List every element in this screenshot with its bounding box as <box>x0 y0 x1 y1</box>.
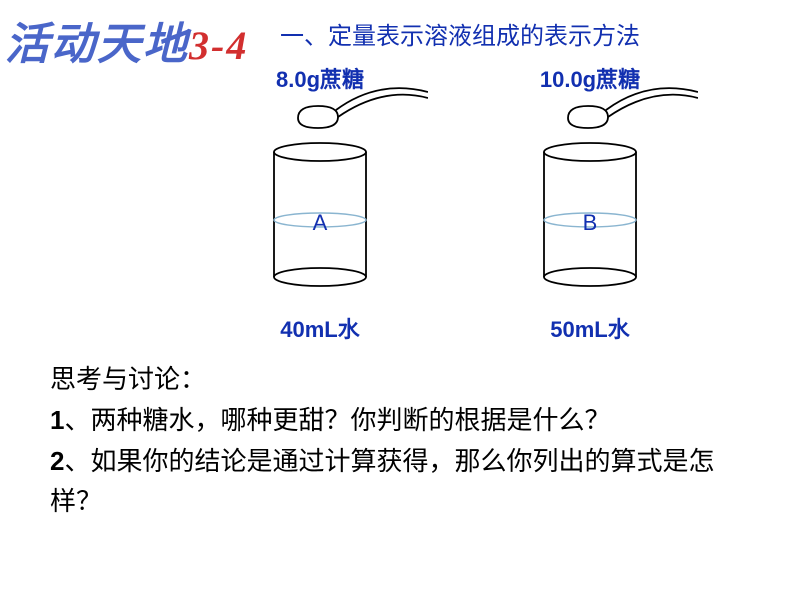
q1-text: 、两种糖水，哪种更甜？你判断的根据是什么？ <box>64 406 610 435</box>
q2-text: 、如果你的结论是通过计算获得，那么你列出的算式是怎样？ <box>50 447 714 516</box>
discussion-q2: 2、如果你的结论是通过计算获得，那么你列出的算式是怎样？ <box>50 441 754 522</box>
beaker-letter-b: B <box>480 210 700 236</box>
spoon-icon-a <box>278 84 428 134</box>
q1-number: 1 <box>50 405 64 435</box>
subtitle: 一、定量表示溶液组成的表示方法 <box>280 16 640 51</box>
q2-number: 2 <box>50 446 64 476</box>
discussion-heading: 思考与讨论： <box>50 360 754 400</box>
beaker-letter-a: A <box>210 210 430 236</box>
water-label-b: 50mL水 <box>480 312 700 344</box>
discussion-block: 思考与讨论： 1、两种糖水，哪种更甜？你判断的根据是什么？ 2、如果你的结论是通… <box>50 360 754 522</box>
spoon-icon-b <box>548 84 698 134</box>
water-label-a: 40mL水 <box>210 312 430 344</box>
activity-title-ch: 活动天地 <box>5 20 189 69</box>
discussion-q1: 1、两种糖水，哪种更甜？你判断的根据是什么？ <box>50 400 754 441</box>
